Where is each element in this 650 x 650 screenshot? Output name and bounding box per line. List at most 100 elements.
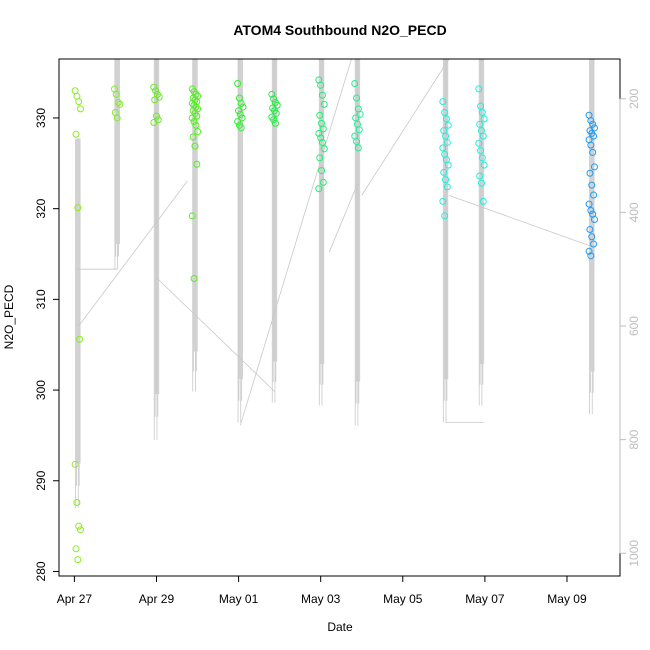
data-point bbox=[590, 163, 598, 171]
x-tick-label: May 03 bbox=[301, 592, 341, 606]
x-axis-label: Date bbox=[327, 620, 353, 634]
data-point bbox=[189, 133, 197, 141]
transit-line bbox=[328, 183, 358, 253]
data-point bbox=[150, 83, 158, 91]
data-point bbox=[72, 545, 80, 553]
data-point bbox=[590, 240, 598, 248]
data-point bbox=[442, 132, 450, 140]
data-point bbox=[188, 99, 196, 107]
data-point bbox=[480, 115, 488, 123]
data-point bbox=[319, 125, 327, 133]
data-point bbox=[116, 100, 124, 108]
data-point bbox=[239, 103, 247, 111]
data-point bbox=[443, 138, 451, 146]
x-tick-label: May 05 bbox=[383, 592, 423, 606]
data-point bbox=[192, 121, 200, 129]
data-point bbox=[439, 197, 447, 205]
data-point bbox=[152, 87, 160, 95]
data-point bbox=[190, 274, 198, 282]
data-point bbox=[590, 132, 598, 140]
data-point bbox=[237, 99, 245, 107]
data-point bbox=[234, 107, 242, 115]
data-point bbox=[71, 460, 79, 468]
data-point bbox=[77, 526, 85, 534]
data-point bbox=[270, 95, 278, 103]
plot-frame bbox=[58, 58, 621, 577]
y-tick-label: 290 bbox=[34, 470, 48, 490]
data-point bbox=[475, 139, 483, 147]
data-point bbox=[442, 176, 450, 184]
data-point bbox=[586, 169, 594, 177]
data-point bbox=[234, 118, 242, 126]
y-tick-label: 300 bbox=[34, 380, 48, 400]
data-point bbox=[354, 144, 362, 152]
data-point bbox=[443, 183, 451, 191]
data-point bbox=[151, 96, 159, 104]
data-point bbox=[238, 114, 246, 122]
data-point bbox=[320, 145, 328, 153]
data-point bbox=[319, 178, 327, 186]
data-point bbox=[272, 109, 280, 117]
data-point bbox=[320, 100, 328, 108]
transit-line bbox=[239, 58, 352, 426]
data-point bbox=[150, 118, 158, 126]
altitude-profile-lines bbox=[75, 58, 595, 508]
data-point bbox=[587, 206, 595, 214]
y-axis-label: N2O_PECD bbox=[2, 284, 16, 349]
data-point bbox=[191, 142, 199, 150]
data-point bbox=[476, 172, 484, 180]
x-tick-label: May 09 bbox=[547, 592, 587, 606]
data-point bbox=[193, 160, 201, 168]
data-point bbox=[268, 90, 276, 98]
data-point bbox=[75, 98, 83, 106]
data-point bbox=[587, 252, 595, 260]
data-point bbox=[318, 138, 326, 146]
data-point bbox=[237, 124, 245, 132]
data-point bbox=[188, 114, 196, 122]
data-point bbox=[442, 115, 450, 123]
data-point bbox=[444, 161, 452, 169]
data-point bbox=[439, 98, 447, 106]
data-point bbox=[480, 161, 488, 169]
data-point bbox=[441, 212, 449, 220]
data-point bbox=[188, 212, 196, 220]
data-point bbox=[585, 200, 593, 208]
data-point bbox=[318, 167, 326, 175]
data-point bbox=[234, 79, 242, 87]
data-point bbox=[236, 110, 244, 118]
data-point bbox=[477, 147, 485, 155]
data-point bbox=[441, 109, 449, 117]
data-point bbox=[315, 129, 323, 137]
data-point bbox=[270, 116, 278, 124]
transit-line bbox=[156, 277, 275, 392]
data-point bbox=[585, 247, 593, 255]
right-axis-tick-label: 800 bbox=[627, 429, 641, 449]
data-point bbox=[72, 130, 80, 138]
data-point bbox=[315, 185, 323, 193]
data-point bbox=[479, 197, 487, 205]
data-point bbox=[588, 233, 596, 241]
data-point bbox=[353, 138, 361, 146]
x-tick-label: Apr 29 bbox=[139, 592, 175, 606]
data-point bbox=[477, 102, 485, 110]
y-tick-label: 320 bbox=[34, 198, 48, 218]
data-point bbox=[356, 110, 364, 118]
data-point bbox=[317, 134, 325, 142]
data-point bbox=[353, 94, 361, 102]
data-point bbox=[317, 81, 325, 89]
transit-line bbox=[78, 180, 188, 327]
x-tick-label: May 01 bbox=[219, 592, 259, 606]
data-point bbox=[590, 191, 598, 199]
x-tick-label: Apr 27 bbox=[57, 592, 93, 606]
data-point bbox=[74, 556, 82, 564]
data-point bbox=[351, 79, 359, 87]
data-point bbox=[476, 120, 484, 128]
data-point bbox=[316, 154, 324, 162]
y-axis: 280 290 300 310 320 330 bbox=[34, 108, 60, 581]
data-point bbox=[587, 117, 595, 125]
y-tick-label: 310 bbox=[34, 289, 48, 309]
data-point bbox=[316, 111, 324, 119]
data-point bbox=[590, 216, 598, 224]
data-point bbox=[114, 99, 122, 107]
